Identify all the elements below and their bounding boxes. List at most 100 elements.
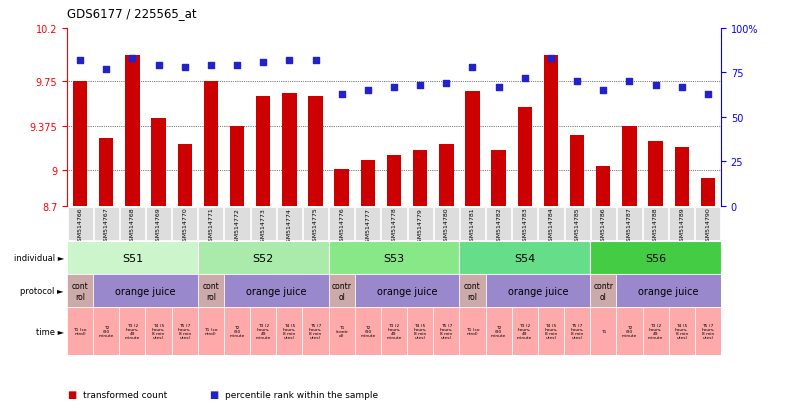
Bar <box>329 242 459 275</box>
Bar <box>616 275 721 308</box>
Point <box>388 84 400 91</box>
Bar <box>485 275 590 308</box>
Point <box>466 65 479 71</box>
Bar <box>518 108 532 206</box>
Text: GSM514782: GSM514782 <box>496 207 501 245</box>
Text: T4 (5
hours,
8 min
utes): T4 (5 hours, 8 min utes) <box>152 323 165 339</box>
Bar <box>198 308 224 355</box>
Bar <box>355 275 459 308</box>
Bar <box>172 207 197 241</box>
Text: S52: S52 <box>253 253 273 263</box>
Bar <box>225 207 250 241</box>
Text: ■: ■ <box>67 389 76 399</box>
Bar <box>459 308 485 355</box>
Bar <box>329 207 355 241</box>
Bar <box>67 308 93 355</box>
Text: T4 (5
hours,
8 min
utes): T4 (5 hours, 8 min utes) <box>283 323 296 339</box>
Bar <box>492 151 506 206</box>
Point <box>571 79 583 85</box>
Point <box>178 65 191 71</box>
Bar <box>361 160 375 206</box>
Point <box>205 63 217 69</box>
Text: GSM514767: GSM514767 <box>104 207 109 245</box>
Text: GSM514768: GSM514768 <box>130 207 135 245</box>
Text: T2
(90
minute: T2 (90 minute <box>229 325 245 337</box>
Bar <box>459 275 485 308</box>
Bar <box>277 308 303 355</box>
Bar <box>198 275 224 308</box>
Bar <box>68 207 93 241</box>
Text: T1: T1 <box>600 330 606 333</box>
Text: GSM514777: GSM514777 <box>366 207 370 245</box>
Bar <box>198 242 329 275</box>
Text: T1 (co
ntrol): T1 (co ntrol) <box>73 328 87 335</box>
Bar <box>277 207 302 241</box>
Bar <box>308 96 323 206</box>
Bar <box>334 170 349 206</box>
Bar <box>564 207 589 241</box>
Text: GSM514779: GSM514779 <box>418 207 422 245</box>
Text: GSM514783: GSM514783 <box>522 207 527 245</box>
Bar <box>381 308 407 355</box>
Text: GSM514787: GSM514787 <box>627 207 632 245</box>
Text: T5 (7
hours,
8 min
utes): T5 (7 hours, 8 min utes) <box>178 323 191 339</box>
Bar <box>146 207 171 241</box>
Bar <box>669 308 695 355</box>
Text: orange juice: orange juice <box>377 286 437 296</box>
Text: GSM514786: GSM514786 <box>600 207 606 245</box>
Bar <box>251 207 276 241</box>
Bar <box>67 275 93 308</box>
Bar <box>538 308 564 355</box>
Point <box>623 79 636 85</box>
Text: orange juice: orange juice <box>115 286 176 296</box>
Point <box>231 63 243 69</box>
Bar <box>224 308 250 355</box>
Bar <box>329 308 355 355</box>
Text: T2
(90
minute: T2 (90 minute <box>98 325 114 337</box>
Text: T2
(90
minute: T2 (90 minute <box>360 325 376 337</box>
Bar <box>355 308 381 355</box>
Point <box>675 84 688 91</box>
Text: T1
(contr
ol): T1 (contr ol) <box>335 325 348 337</box>
Bar <box>564 308 590 355</box>
Text: T3 (2
hours,
49
minute: T3 (2 hours, 49 minute <box>386 323 402 339</box>
Text: GSM514778: GSM514778 <box>392 207 396 245</box>
Text: T5 (7
hours,
8 min
utes): T5 (7 hours, 8 min utes) <box>571 323 584 339</box>
Text: S56: S56 <box>645 253 666 263</box>
Bar <box>590 275 616 308</box>
Bar <box>99 139 113 206</box>
Point <box>649 83 662 89</box>
Text: GSM514785: GSM514785 <box>574 207 580 245</box>
Text: contr
ol: contr ol <box>593 282 613 301</box>
Point <box>126 56 139 62</box>
Text: T2
(90
minute: T2 (90 minute <box>622 325 637 337</box>
Text: T4 (5
hours,
8 min
utes): T4 (5 hours, 8 min utes) <box>414 323 427 339</box>
Bar <box>460 207 485 241</box>
Bar <box>93 308 119 355</box>
Text: orange juice: orange juice <box>507 286 568 296</box>
Bar <box>177 145 192 206</box>
Bar <box>486 207 511 241</box>
Bar <box>224 275 329 308</box>
Bar <box>67 242 198 275</box>
Bar <box>617 207 642 241</box>
Bar <box>544 56 558 206</box>
Bar <box>120 207 145 241</box>
Point <box>74 57 87 64</box>
Bar <box>199 207 224 241</box>
Text: GSM514781: GSM514781 <box>470 207 475 245</box>
Text: GSM514772: GSM514772 <box>235 207 240 245</box>
Bar <box>538 207 563 241</box>
Bar <box>701 178 716 206</box>
Text: transformed count: transformed count <box>83 390 167 399</box>
Bar <box>256 96 270 206</box>
Text: percentile rank within the sample: percentile rank within the sample <box>225 390 377 399</box>
Text: cont
rol: cont rol <box>203 282 219 301</box>
Bar <box>591 207 616 241</box>
Text: ■: ■ <box>209 389 218 399</box>
Text: T3 (2
hours,
49
minute: T3 (2 hours, 49 minute <box>125 323 140 339</box>
Bar <box>329 275 355 308</box>
Text: T4 (5
hours,
8 min
utes): T4 (5 hours, 8 min utes) <box>545 323 558 339</box>
Point <box>701 91 714 98</box>
Text: T5 (7
hours,
8 min
utes): T5 (7 hours, 8 min utes) <box>440 323 453 339</box>
